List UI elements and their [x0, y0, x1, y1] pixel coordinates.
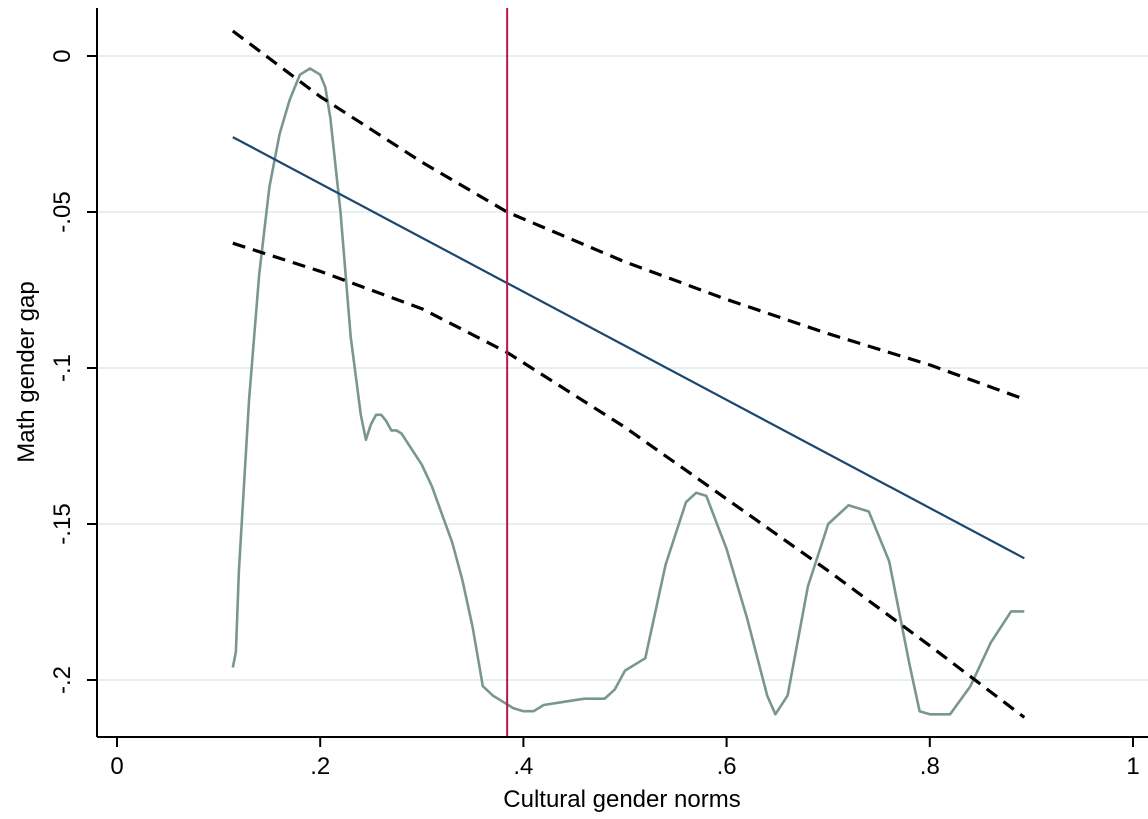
x-tick-label: .4 — [513, 753, 533, 780]
x-tick-label: 1 — [1126, 753, 1139, 780]
y-tick-label: -.05 — [49, 191, 76, 232]
x-tick-label: .6 — [717, 753, 737, 780]
x-tick-label: .2 — [310, 753, 330, 780]
y-tick-label: -.15 — [49, 503, 76, 544]
x-axis-title: Cultural gender norms — [503, 786, 740, 813]
axis-layer — [96, 8, 1148, 738]
x-tick-label: .8 — [920, 753, 940, 780]
y-axis-title: Math gender gap — [13, 281, 40, 462]
x-tick-label: 0 — [110, 753, 123, 780]
series-layer — [231, 29, 1026, 719]
y-tick-label: -.2 — [49, 666, 76, 694]
y-tick-label: 0 — [49, 49, 76, 62]
y-tick-label: -.1 — [49, 354, 76, 382]
grid-layer — [97, 55, 1148, 681]
fitted-line — [232, 136, 1025, 560]
ci-upper-line — [231, 29, 1025, 401]
tick-layer: 0 .2 .4 .6 .8 1 0 -.05 -.1 -.15 -.2 — [49, 49, 1140, 780]
density-line — [231, 67, 1025, 716]
ci-lower-line — [232, 241, 1026, 719]
